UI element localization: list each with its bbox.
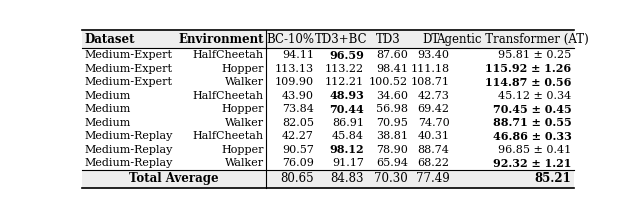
Bar (83, 170, 573, 188)
Text: 90.57: 90.57 (282, 145, 314, 155)
Text: HalfCheetah: HalfCheetah (193, 91, 264, 101)
Text: Dataset: Dataset (84, 33, 135, 46)
Text: 46.86 ± 0.33: 46.86 ± 0.33 (493, 131, 572, 142)
Text: 96.85 ± 0.41: 96.85 ± 0.41 (499, 145, 572, 155)
Text: 34.60: 34.60 (376, 91, 408, 101)
Text: 69.42: 69.42 (417, 104, 449, 114)
Text: 112.21: 112.21 (324, 77, 364, 87)
Text: 76.09: 76.09 (282, 158, 314, 168)
Text: HalfCheetah: HalfCheetah (193, 50, 264, 60)
Text: DT: DT (422, 33, 439, 46)
Text: BC-10%: BC-10% (267, 33, 315, 46)
Text: Medium-Replay: Medium-Replay (84, 158, 173, 168)
Text: 111.18: 111.18 (410, 64, 449, 73)
Text: Medium-Expert: Medium-Expert (84, 50, 172, 60)
Text: 82.05: 82.05 (282, 118, 314, 128)
Text: 74.70: 74.70 (418, 118, 449, 128)
Text: 91.17: 91.17 (332, 158, 364, 168)
Text: Hopper: Hopper (221, 104, 264, 114)
Text: Hopper: Hopper (221, 145, 264, 155)
Text: Walker: Walker (225, 158, 264, 168)
Text: 113.22: 113.22 (324, 64, 364, 73)
Text: Walker: Walker (225, 77, 264, 87)
Text: 43.90: 43.90 (282, 91, 314, 101)
Text: Medium-Replay: Medium-Replay (84, 131, 173, 141)
Text: 96.59: 96.59 (329, 49, 364, 60)
Text: 109.90: 109.90 (275, 77, 314, 87)
Text: 114.87 ± 0.56: 114.87 ± 0.56 (485, 76, 572, 87)
Text: 70.44: 70.44 (329, 104, 364, 114)
Text: 42.73: 42.73 (417, 91, 449, 101)
Text: 70.45 ± 0.45: 70.45 ± 0.45 (493, 104, 572, 114)
Text: Medium: Medium (84, 118, 131, 128)
Text: 87.60: 87.60 (376, 50, 408, 60)
Text: 108.71: 108.71 (410, 77, 449, 87)
Text: Walker: Walker (225, 118, 264, 128)
Text: Total Average: Total Average (129, 173, 219, 186)
Text: 65.94: 65.94 (376, 158, 408, 168)
Text: 92.32 ± 1.21: 92.32 ± 1.21 (493, 158, 572, 169)
Text: 95.81 ± 0.25: 95.81 ± 0.25 (499, 50, 572, 60)
Text: TD3+BC: TD3+BC (314, 33, 367, 46)
Text: Hopper: Hopper (221, 64, 264, 73)
Text: 78.90: 78.90 (376, 145, 408, 155)
Text: Medium-Expert: Medium-Expert (84, 77, 172, 87)
Text: HalfCheetah: HalfCheetah (193, 131, 264, 141)
Text: 73.84: 73.84 (282, 104, 314, 114)
Text: Agentic Transformer (AT): Agentic Transformer (AT) (436, 33, 589, 46)
Text: 45.12 ± 0.34: 45.12 ± 0.34 (499, 91, 572, 101)
Text: 48.93: 48.93 (329, 90, 364, 101)
Text: 70.95: 70.95 (376, 118, 408, 128)
Text: 98.12: 98.12 (329, 144, 364, 155)
Text: Medium-Replay: Medium-Replay (84, 145, 173, 155)
Text: 70.30: 70.30 (374, 173, 408, 186)
Text: 86.91: 86.91 (332, 118, 364, 128)
Text: 38.81: 38.81 (376, 131, 408, 141)
Bar (83, 30, 573, 48)
Text: 56.98: 56.98 (376, 104, 408, 114)
Text: Medium: Medium (84, 91, 131, 101)
Text: 100.52: 100.52 (369, 77, 408, 87)
Text: 45.84: 45.84 (332, 131, 364, 141)
Text: Environment: Environment (178, 33, 264, 46)
Text: 93.40: 93.40 (417, 50, 449, 60)
Text: 42.27: 42.27 (282, 131, 314, 141)
Text: Medium-Expert: Medium-Expert (84, 64, 172, 73)
Text: 88.74: 88.74 (417, 145, 449, 155)
Text: 85.21: 85.21 (535, 173, 572, 186)
Text: 98.41: 98.41 (376, 64, 408, 73)
Text: 80.65: 80.65 (280, 173, 314, 186)
Text: Medium: Medium (84, 104, 131, 114)
Text: 94.11: 94.11 (282, 50, 314, 60)
Text: 88.71 ± 0.55: 88.71 ± 0.55 (493, 117, 572, 128)
Text: 40.31: 40.31 (417, 131, 449, 141)
Text: 84.83: 84.83 (330, 173, 364, 186)
Text: 77.49: 77.49 (415, 173, 449, 186)
Text: TD3: TD3 (376, 33, 400, 46)
Text: 115.92 ± 1.26: 115.92 ± 1.26 (485, 63, 572, 74)
Text: 113.13: 113.13 (275, 64, 314, 73)
Text: 68.22: 68.22 (417, 158, 449, 168)
